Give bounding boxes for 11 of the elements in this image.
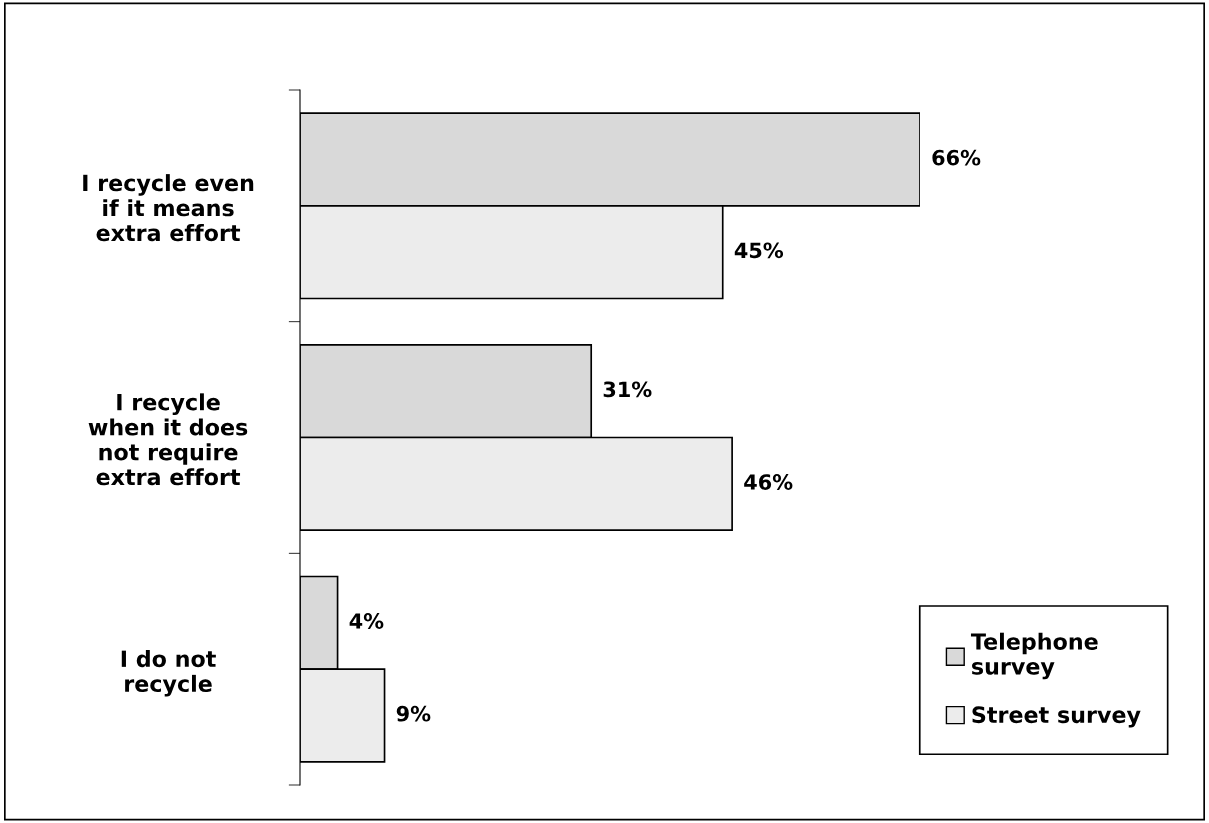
y-tick-label: I recycle when it does not require extra effort (88, 393, 248, 486)
data-label: 45% (734, 242, 784, 259)
legend-label: Street survey (972, 706, 1141, 728)
y-tick-label: I recycle even if it means extra effort (83, 174, 254, 242)
data-label: 9% (396, 705, 431, 722)
data-label: 31% (603, 381, 652, 398)
legend-label: Telephone survey (970, 632, 1098, 680)
data-label: 66% (932, 149, 981, 166)
y-tick-label: I do not recycle (121, 649, 216, 697)
data-label: 4% (349, 613, 384, 629)
data-label: 46% (744, 474, 793, 490)
